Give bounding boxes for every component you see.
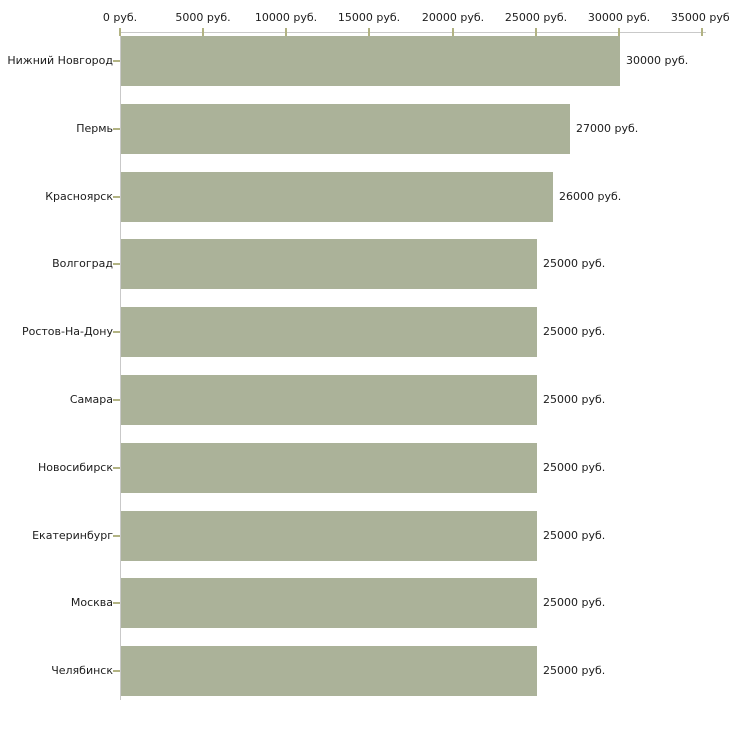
- x-tick-mark: [202, 28, 204, 36]
- x-tick-label: 10000 руб.: [254, 11, 318, 24]
- category-label: Пермь: [76, 122, 113, 135]
- y-axis-line: [120, 32, 121, 700]
- category-label: Ростов-На-Дону: [21, 325, 113, 338]
- y-tick-mark: [113, 670, 120, 672]
- x-tick-mark: [119, 28, 121, 36]
- bar: [121, 307, 537, 357]
- value-label: 25000 руб.: [543, 596, 606, 609]
- value-label: 26000 руб.: [559, 190, 622, 203]
- bar: [121, 511, 537, 561]
- y-tick-mark: [113, 196, 120, 198]
- category-label: Новосибирск: [37, 461, 113, 474]
- x-tick-label: 35000 руб.: [670, 11, 730, 24]
- x-tick-label: 25000 руб.: [504, 11, 568, 24]
- value-label: 27000 руб.: [576, 122, 639, 135]
- y-tick-mark: [113, 467, 120, 469]
- x-tick-label: 30000 руб.: [587, 11, 651, 24]
- value-label: 30000 руб.: [626, 54, 689, 67]
- x-tick-mark: [368, 28, 370, 36]
- y-tick-mark: [113, 128, 120, 130]
- x-tick-label: 20000 руб.: [421, 11, 485, 24]
- x-tick-label: 0 руб.: [102, 11, 138, 24]
- value-label: 25000 руб.: [543, 325, 606, 338]
- value-label: 25000 руб.: [543, 257, 606, 270]
- x-tick-mark: [701, 28, 703, 36]
- x-axis-line: [120, 32, 706, 33]
- bar: [121, 646, 537, 696]
- y-tick-mark: [113, 535, 120, 537]
- bar: [121, 443, 537, 493]
- bar: [121, 239, 537, 289]
- bar: [121, 375, 537, 425]
- y-tick-mark: [113, 331, 120, 333]
- category-label: Москва: [70, 596, 113, 609]
- value-label: 25000 руб.: [543, 664, 606, 677]
- category-label: Красноярск: [45, 190, 113, 203]
- category-label: Нижний Новгород: [7, 54, 113, 67]
- bar: [121, 36, 620, 86]
- y-tick-mark: [113, 602, 120, 604]
- category-label: Самара: [69, 393, 113, 406]
- x-tick-mark: [618, 28, 620, 36]
- category-label: Челябинск: [51, 664, 113, 677]
- category-label: Волгоград: [52, 257, 113, 270]
- y-tick-mark: [113, 60, 120, 62]
- x-tick-label: 15000 руб.: [337, 11, 401, 24]
- x-tick-mark: [535, 28, 537, 36]
- x-tick-label: 5000 руб.: [175, 11, 231, 24]
- y-tick-mark: [113, 263, 120, 265]
- category-label: Екатеринбург: [32, 529, 113, 542]
- bar: [121, 172, 553, 222]
- bar: [121, 104, 570, 154]
- value-label: 25000 руб.: [543, 461, 606, 474]
- value-label: 25000 руб.: [543, 393, 606, 406]
- value-label: 25000 руб.: [543, 529, 606, 542]
- x-tick-mark: [452, 28, 454, 36]
- y-tick-mark: [113, 399, 120, 401]
- x-tick-mark: [285, 28, 287, 36]
- bar: [121, 578, 537, 628]
